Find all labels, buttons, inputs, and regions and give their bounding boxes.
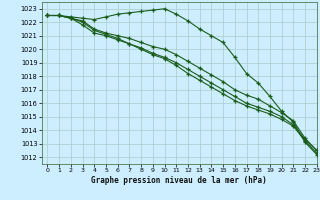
X-axis label: Graphe pression niveau de la mer (hPa): Graphe pression niveau de la mer (hPa) <box>91 176 267 185</box>
